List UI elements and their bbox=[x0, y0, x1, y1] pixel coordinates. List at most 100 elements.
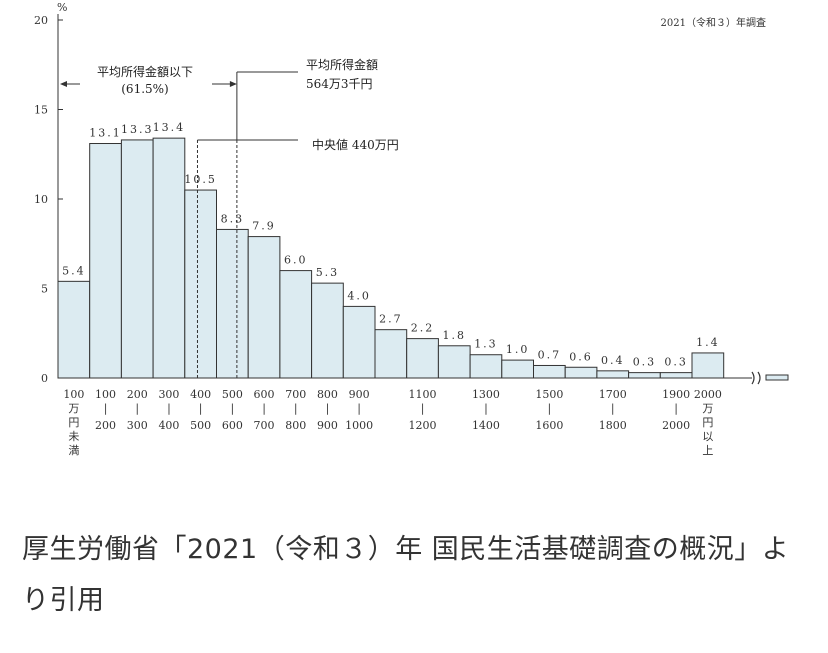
x-tick-sep: | bbox=[611, 402, 615, 416]
x-tick-label: 300 bbox=[158, 388, 179, 401]
histogram-bar bbox=[311, 282, 344, 379]
x-tick-label-char: 以 bbox=[702, 430, 713, 443]
income-distribution-chart: % 0 5 10 15 20 5.4 13.1 13.3 13.4 10.5 8.3 7.9 6.0 5.3… bbox=[34, 1, 789, 457]
x-tick-label-char: 上 bbox=[702, 444, 713, 457]
mean-label-line1: 平均所得金額 bbox=[306, 57, 378, 72]
x-tick-sep: | bbox=[230, 402, 234, 416]
x-tick-label: 600 bbox=[254, 388, 275, 401]
data-label: 10.5 bbox=[184, 173, 217, 186]
x-tick-sep: | bbox=[357, 402, 361, 416]
median-label: 中央値 440万円 bbox=[312, 137, 399, 152]
x-tick-label: 1300 bbox=[472, 388, 500, 401]
x-tick-label-char: 未 bbox=[68, 430, 79, 443]
histogram-bar bbox=[437, 345, 471, 379]
histogram-bar bbox=[342, 305, 376, 379]
axis-break-mark bbox=[751, 371, 761, 385]
histogram-bar bbox=[564, 366, 598, 379]
x-tick-label: 200 bbox=[95, 419, 116, 432]
below-mean-label-line2: (61.5%) bbox=[121, 82, 168, 96]
histogram-bar bbox=[184, 189, 218, 379]
x-tick-label: 700 bbox=[285, 388, 306, 401]
data-label: 0.4 bbox=[601, 354, 625, 367]
histogram-bar bbox=[89, 143, 122, 379]
x-tick-label-char: 満 bbox=[68, 444, 79, 457]
x-tick-label: 1500 bbox=[535, 388, 563, 401]
data-label: 0.6 bbox=[569, 350, 593, 363]
x-tick-label: 100 bbox=[95, 388, 116, 401]
x-tick-label: 2000 bbox=[662, 419, 690, 432]
x-tick-label: 300 bbox=[127, 419, 148, 432]
histogram-bar bbox=[216, 228, 249, 379]
x-tick-sep: | bbox=[167, 402, 171, 416]
x-tick-label: 100 bbox=[63, 388, 84, 401]
histogram-bar bbox=[247, 236, 281, 379]
histogram-bar bbox=[596, 370, 630, 379]
x-tick-label: 800 bbox=[317, 388, 338, 401]
x-tick-sep: | bbox=[674, 402, 678, 416]
x-tick-label: 2000 bbox=[694, 388, 722, 401]
x-tick-label-char: 万 bbox=[702, 402, 713, 415]
x-tick-label: 1200 bbox=[409, 419, 437, 432]
x-tick-label: 1900 bbox=[662, 388, 690, 401]
x-tick-sep: | bbox=[484, 402, 488, 416]
axis-tail bbox=[765, 374, 789, 381]
x-tick-label: 800 bbox=[285, 419, 306, 432]
x-tick-label-char: 円 bbox=[702, 416, 713, 429]
x-tick-sep: | bbox=[135, 402, 139, 416]
x-tick-label: 200 bbox=[127, 388, 148, 401]
y-tick-label: 0 bbox=[41, 372, 48, 385]
data-label: 13.4 bbox=[153, 121, 186, 134]
histogram-bar bbox=[533, 364, 566, 379]
x-tick-label: 1800 bbox=[599, 419, 627, 432]
x-tick-sep: | bbox=[547, 402, 551, 416]
x-tick-sep: | bbox=[199, 402, 203, 416]
x-tick-label: 900 bbox=[317, 419, 338, 432]
x-tick-label: 1100 bbox=[409, 388, 437, 401]
x-tick-sep: | bbox=[262, 402, 266, 416]
x-tick-label: 1600 bbox=[535, 419, 563, 432]
x-tick-label: 1700 bbox=[599, 388, 627, 401]
data-label: 13.1 bbox=[89, 127, 122, 140]
below-mean-label-line1: 平均所得金額以下 bbox=[97, 64, 193, 79]
x-tick-label: 500 bbox=[190, 419, 211, 432]
x-tick-label-char: 円 bbox=[68, 416, 79, 429]
y-tick-label: 20 bbox=[34, 14, 48, 27]
y-tick-label: 10 bbox=[34, 193, 48, 206]
x-tick-sep: | bbox=[294, 402, 298, 416]
x-tick-label: 900 bbox=[349, 388, 370, 401]
data-label: 7.9 bbox=[252, 220, 276, 233]
histogram-bar bbox=[279, 270, 313, 379]
data-label: 1.4 bbox=[696, 336, 720, 349]
right-arrow-head bbox=[229, 81, 237, 87]
x-tick-label: 400 bbox=[158, 419, 179, 432]
data-label: 0.7 bbox=[538, 348, 562, 361]
histogram-bar bbox=[374, 329, 408, 379]
y-tick-label: 5 bbox=[41, 283, 48, 296]
data-label: 1.0 bbox=[506, 343, 530, 356]
survey-note: 2021（令和３）年調査 bbox=[661, 16, 766, 29]
data-label: 8.3 bbox=[221, 212, 245, 225]
data-label: 5.4 bbox=[62, 264, 86, 277]
histogram-bar bbox=[120, 139, 154, 379]
chart-svg: % 0 5 10 15 20 5.4 13.1 13.3 13.4 10.5 8.3 7.9 6.0 5.3… bbox=[34, 1, 789, 457]
x-tick-label: 600 bbox=[222, 419, 243, 432]
y-tick-label: 15 bbox=[34, 104, 48, 117]
x-tick-label: 1000 bbox=[345, 419, 373, 432]
x-tick-label: 400 bbox=[190, 388, 211, 401]
histogram-bar bbox=[691, 352, 725, 379]
histogram-bar bbox=[152, 137, 186, 379]
histogram-bar bbox=[659, 372, 693, 379]
x-tick-label: 1400 bbox=[472, 419, 500, 432]
mean-label-line2: 564万3千円 bbox=[306, 77, 373, 91]
data-label: 5.3 bbox=[316, 266, 340, 279]
x-tick-label-char: 万 bbox=[68, 402, 79, 415]
data-label: 2.2 bbox=[411, 322, 435, 335]
x-tick-label: 500 bbox=[222, 388, 243, 401]
x-tick-label: 700 bbox=[254, 419, 275, 432]
histogram-bar bbox=[501, 359, 534, 379]
histogram-bar bbox=[57, 280, 91, 379]
data-label: 2.7 bbox=[379, 313, 403, 326]
data-label: 1.8 bbox=[443, 329, 467, 342]
data-label: 13.3 bbox=[121, 123, 154, 136]
x-tick-sep: | bbox=[326, 402, 330, 416]
